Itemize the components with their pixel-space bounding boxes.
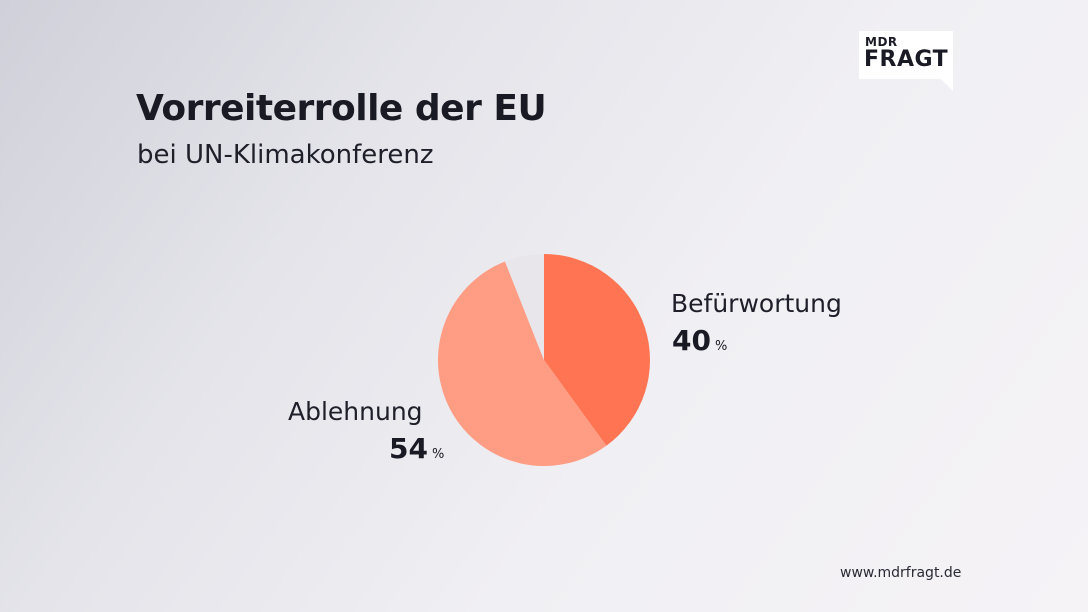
logo-main-text: FRAGT (864, 47, 949, 72)
slice-value-ablehnung: 54% (389, 432, 444, 465)
slice-value-number: 40 (672, 324, 711, 357)
slice-value-number: 54 (389, 432, 428, 465)
chart-subtitle: bei UN-Klimakonferenz (137, 140, 434, 170)
logo-top-text: MDR (865, 35, 898, 49)
pie-slice-ablehnung (438, 261, 607, 466)
footer-url: www.mdrfragt.de (840, 565, 962, 581)
pie-slice-remainder (504, 254, 544, 360)
slice-value-unit: % (431, 447, 445, 462)
pie-slice-befuerwortung (544, 254, 651, 446)
slice-label-ablehnung: Ablehnung (288, 397, 423, 426)
slice-label-befuerwortung: Befürwortung (671, 289, 842, 318)
chart-title: Vorreiterrolle der EU (136, 88, 547, 129)
slice-value-befuerwortung: 40% (672, 324, 727, 357)
mdr-fragt-logo: MDR FRAGT (859, 31, 953, 91)
slice-value-unit: % (714, 339, 728, 354)
